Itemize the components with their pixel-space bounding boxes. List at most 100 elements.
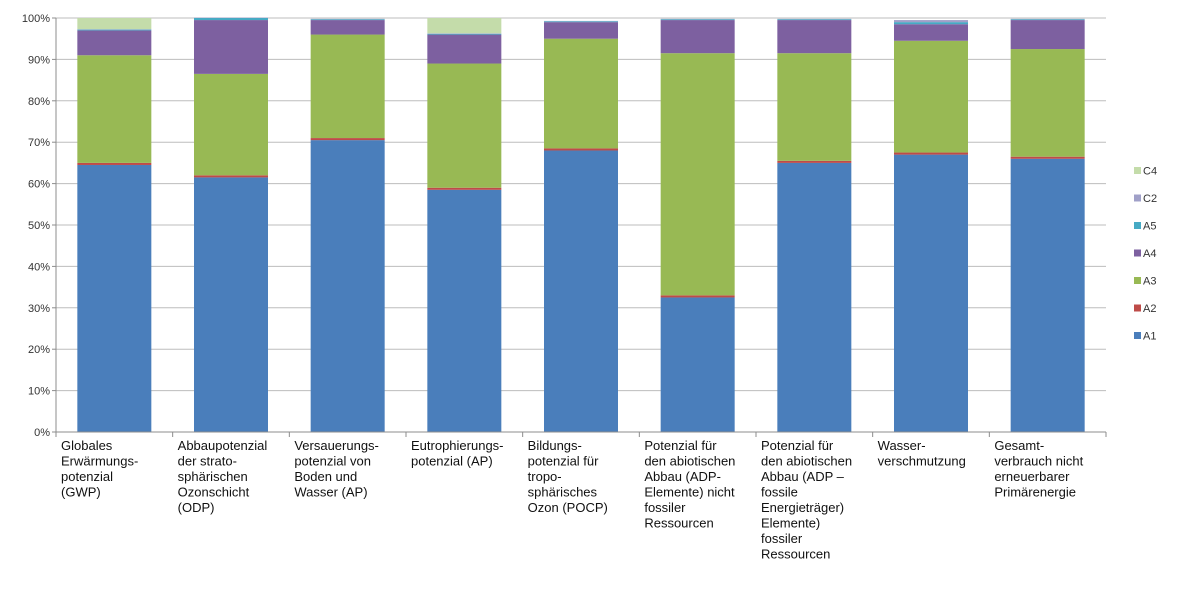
bar-segment-a4	[1010, 20, 1085, 50]
legend-label-a1: A1	[1143, 331, 1156, 343]
x-category-label-line: fossile	[761, 485, 798, 500]
x-category-label-line: Wasser-	[878, 438, 926, 453]
x-category-label-line: (GWP)	[61, 485, 101, 500]
bar-segment-a2	[894, 152, 968, 155]
bar-segment-a3	[1010, 49, 1085, 157]
bar-segment-a3	[427, 63, 502, 188]
x-category-label-line: Ressourcen	[761, 547, 830, 562]
x-category-label-line: Bildungs-	[528, 438, 582, 453]
x-category-label-line: den abiotischen	[644, 454, 735, 469]
x-category-label: Versauerungs-potenzial von Boden und Wasse…	[294, 438, 379, 500]
legend-swatch-a4	[1134, 249, 1141, 257]
y-tick-labels: 0% 10% 20% 30% 40% 50% 60% 70% 80% 90% 100%	[22, 13, 50, 439]
x-category-label-line: erneuerbarer	[994, 469, 1070, 484]
x-category-label-line: verbrauch nicht	[994, 454, 1083, 469]
x-category-label-line: Boden und	[294, 469, 357, 484]
bar-segment-a2	[77, 162, 152, 165]
y-tick-label: 10%	[28, 386, 50, 398]
legend-label-a3: A3	[1143, 276, 1156, 288]
bar-segment-c4	[77, 18, 152, 30]
legend-label-c2: C2	[1143, 193, 1157, 205]
bar-segment-a3	[194, 73, 268, 176]
y-tick-label: 70%	[28, 137, 50, 149]
legend-swatch-c4	[1134, 167, 1141, 174]
x-category-label-line: Ressourcen	[644, 516, 713, 531]
bar-segment-a3	[660, 53, 735, 296]
legend-label-a4: A4	[1143, 248, 1156, 260]
x-category-label-line: fossiler	[644, 500, 686, 515]
x-category-label-line: der strato-	[178, 454, 237, 469]
bar-segment-a4	[660, 20, 735, 54]
bar-segment-a3	[894, 40, 968, 153]
bar-segment-a5	[77, 29, 152, 31]
x-category-label-line: Eutrophierungs-	[411, 438, 504, 453]
bar-segment-a4	[427, 34, 502, 64]
x-category-label-line: Abbau (ADP –	[761, 469, 845, 484]
axes	[55, 18, 1107, 437]
bar-segment-a5	[310, 19, 385, 21]
x-category-label-line: potenzial	[61, 469, 113, 484]
legend-swatch-a2	[1134, 304, 1141, 312]
bar-segment-a5	[1010, 19, 1085, 21]
x-category-label-line: Ozonschicht	[178, 485, 250, 500]
x-category-label-line: sphärischen	[178, 469, 248, 484]
y-tick-label: 80%	[28, 96, 50, 108]
x-category-label-line: Abbaupotenzial	[178, 438, 268, 453]
y-tick-label: 60%	[28, 179, 50, 191]
bar-segment-a2	[310, 138, 385, 141]
x-category-label-line: fossiler	[761, 531, 803, 546]
bar-segment-a1	[310, 140, 385, 432]
bar-segment-a1	[894, 154, 968, 432]
bar-segment-a3	[544, 38, 618, 149]
x-category-label: Wasser-verschmutzung	[878, 438, 966, 469]
legend-label-a2: A2	[1143, 303, 1156, 315]
bar-segment-a1	[544, 150, 618, 433]
x-category-label-line: Globales	[61, 438, 113, 453]
bar-segment-a4	[310, 20, 385, 35]
legend-swatch-a1	[1134, 332, 1141, 339]
bar-segment-a2	[544, 148, 618, 151]
bar-segment-c2	[894, 20, 968, 23]
legend-swatch-a5	[1134, 222, 1141, 229]
x-category-label-line: verschmutzung	[878, 454, 966, 469]
x-category-label-line: Energieträger)	[761, 500, 844, 515]
bar-segment-a1	[660, 297, 735, 432]
x-category-label-line: (ODP)	[178, 500, 215, 515]
x-category-label-line: Wasser (AP)	[294, 485, 367, 500]
x-category-label: Globales Erwärmungs-potenzial (GWP)	[61, 438, 138, 500]
legend-label-a5: A5	[1143, 221, 1156, 233]
bar-segment-a2	[660, 295, 735, 298]
x-category-label: Potenzial für den abiotischen Abbau (ADP –…	[761, 438, 852, 562]
bar-segment-a5	[777, 19, 852, 21]
y-tick-label: 90%	[28, 54, 50, 66]
legend: C4 C2 A5 A4 A3 A2 A1	[1134, 166, 1157, 343]
x-category-label: Eutrophierungs-potenzial (AP)	[411, 438, 504, 469]
legend-swatch-a3	[1134, 277, 1141, 284]
y-tick-label: 20%	[28, 344, 50, 356]
legend-swatch-c2	[1134, 194, 1141, 202]
y-tick-label: 50%	[28, 220, 50, 232]
bar-segment-a5	[194, 18, 268, 21]
x-category-label-line: sphärisches	[528, 485, 598, 500]
x-category-label: Bildungs-potenzial für tropo-sphärisches O…	[528, 438, 608, 515]
bar-segment-a3	[777, 53, 852, 161]
bar-segment-a1	[427, 189, 502, 432]
y-tick-label: 30%	[28, 303, 50, 315]
x-category-label-line: Elemente) nicht	[644, 485, 735, 500]
y-tick-label: 100%	[22, 13, 50, 25]
bar-segment-a4	[894, 24, 968, 41]
bar-segment-a2	[194, 175, 268, 178]
bar-segment-a1	[194, 177, 268, 432]
bar-segment-a2	[427, 187, 502, 190]
bar-segment-a4	[77, 30, 152, 56]
bar-segment-a4	[777, 20, 852, 54]
x-category-label: Abbaupotenzial der strato-sphärischen Ozon…	[178, 438, 268, 515]
bar-segment-a3	[310, 34, 385, 139]
bar-segment-a1	[77, 164, 152, 432]
bars	[77, 17, 1085, 433]
bar-segment-a5	[427, 33, 502, 35]
legend-label-c4: C4	[1143, 166, 1157, 178]
x-category-label-line: Ozon (POCP)	[528, 500, 608, 515]
x-category-label-line: Elemente)	[761, 516, 820, 531]
x-category-label-line: tropo-	[528, 469, 562, 484]
